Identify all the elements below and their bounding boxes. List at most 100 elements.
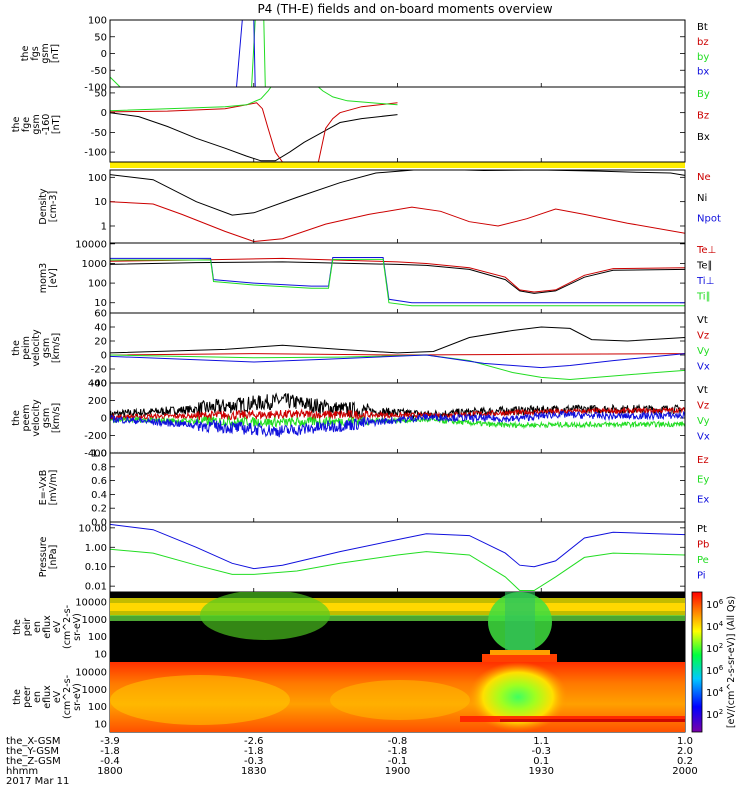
series-Vz <box>110 406 685 422</box>
ytick-label: 50 <box>94 32 107 43</box>
ylabel-line: gsm <box>31 114 42 134</box>
ytick-label: 10000 <box>75 668 107 679</box>
series-Vt <box>110 326 685 354</box>
legend-Vz: Vz <box>697 401 709 412</box>
panel-peim: 60 40 20 0 -20 -40 the peim velocity gsm [km/s] Vt V… <box>11 309 710 390</box>
series-Pe <box>110 548 685 591</box>
ytick-label: 0 <box>101 351 107 362</box>
ylabel-line: gsm <box>41 338 52 358</box>
peir-blob-1 <box>200 592 330 640</box>
series-Pi <box>110 523 685 570</box>
series-group <box>110 170 685 243</box>
peir-band-core <box>110 603 685 611</box>
series-group <box>110 392 685 438</box>
ytick-label: 100 <box>88 279 107 290</box>
peir-band-lower <box>110 615 685 621</box>
footer-value: -3.9 <box>100 736 120 747</box>
ylabel-line: E=-VxB <box>38 470 49 505</box>
series-Te∥ <box>110 261 685 294</box>
footer-value: -0.8 <box>388 736 408 747</box>
ytick-label: 0.10 <box>85 562 107 573</box>
legend-Vt: Vt <box>697 315 708 326</box>
legend-Pb: Pb <box>697 540 709 551</box>
series-group <box>110 257 685 307</box>
series-Ti∥ <box>110 258 685 307</box>
panel-frame <box>109 19 686 88</box>
footer-value: 1930 <box>529 766 554 777</box>
ylabel-line: the <box>11 410 22 426</box>
legend-Npot: Npot <box>697 214 721 225</box>
footer-value: 0.2 <box>677 756 693 767</box>
ytick-label: -40 <box>91 379 107 390</box>
ylabel-line: the <box>11 340 22 356</box>
ytick-label: 0 <box>101 49 107 60</box>
ytick-label: -50 <box>91 128 107 139</box>
series-group <box>110 523 685 591</box>
ytick-label: -100 <box>84 83 107 94</box>
ytick-label: 0.2 <box>91 504 107 515</box>
footer-value: 2.0 <box>677 746 693 757</box>
ytick-label: 100 <box>88 632 107 643</box>
ytick-label: 10 <box>94 197 107 208</box>
ytick-label: 0.8 <box>91 462 107 473</box>
ytick-label: 0.4 <box>91 490 107 501</box>
colorbar-tick: 104 <box>706 686 724 699</box>
peir-spectrogram <box>110 592 685 662</box>
ylabel-line: sr-eV) <box>72 683 83 711</box>
series-Vz <box>110 353 685 356</box>
series-Bx <box>110 112 398 162</box>
legend-Te∥: Te∥ <box>696 261 713 272</box>
ytick-label: 0 <box>101 108 107 119</box>
ytick-label: -50 <box>91 66 107 77</box>
panel-frame <box>109 452 686 523</box>
ytick-label: -400 <box>84 449 107 460</box>
legend-Ez: Ez <box>697 455 709 466</box>
ylabel-line: [nT] <box>51 115 62 134</box>
legend-Pi: Pi <box>697 571 706 582</box>
ylabel-line: the <box>12 619 23 635</box>
footer-value: 0.1 <box>533 756 549 767</box>
series-group <box>110 87 398 162</box>
ytick-label: 100 <box>88 702 107 713</box>
footer-row-label: the_Z-GSM <box>6 756 61 767</box>
panel-frame <box>109 86 686 163</box>
panel-peem: 400 200 0 -200 -400 the peem velocity gsm [km/s] V… <box>11 379 710 460</box>
ylabel-line: peer <box>22 686 33 708</box>
footer-value: -0.1 <box>388 756 408 767</box>
legend-bx: bx <box>697 67 709 78</box>
series-Vy <box>110 354 685 381</box>
series-bx <box>236 20 256 87</box>
legend-Ex: Ex <box>697 494 709 505</box>
legend-Ne: Ne <box>697 172 711 183</box>
colorbar-tick: 102 <box>706 708 723 721</box>
ylabel-line: [km/s] <box>51 333 62 363</box>
footer-value: 1.1 <box>533 736 549 747</box>
panel-fgs: 100 50 0 -50 -100 the fgs gsm [nT] Bt bz by bx <box>20 16 709 94</box>
ytick-label: 1000 <box>82 259 107 270</box>
ylabel-line: the <box>11 117 22 133</box>
footer-value: 1800 <box>97 766 122 777</box>
legend-Bx: Bx <box>697 132 710 143</box>
panel-frame <box>109 169 686 244</box>
ytick-label: 40 <box>94 323 107 334</box>
ylabel-line: eflux <box>42 685 53 709</box>
ylabel-line: the <box>12 689 23 705</box>
ylabel-line: eflux <box>42 615 53 639</box>
ylabel-line: (cm^2-s- <box>62 675 73 719</box>
series-by <box>110 20 266 87</box>
ytick-label: 1.00 <box>85 543 107 554</box>
legend-by: by <box>697 52 709 63</box>
ylabel-line: gsm <box>40 43 51 63</box>
ylabel-line: velocity <box>31 399 42 437</box>
legend-Vx: Vx <box>697 432 710 443</box>
legend-By: By <box>697 89 710 100</box>
ytick-label: 10 <box>94 720 107 731</box>
ylabel-line: en <box>32 691 43 703</box>
ylabel-line: en <box>32 621 43 633</box>
footer-row-label: the_Y-GSM <box>6 746 59 757</box>
ytick-label: 20 <box>94 337 107 348</box>
ylabel-line: eV <box>52 620 63 633</box>
legend-Te⊥: Te⊥ <box>696 245 716 256</box>
